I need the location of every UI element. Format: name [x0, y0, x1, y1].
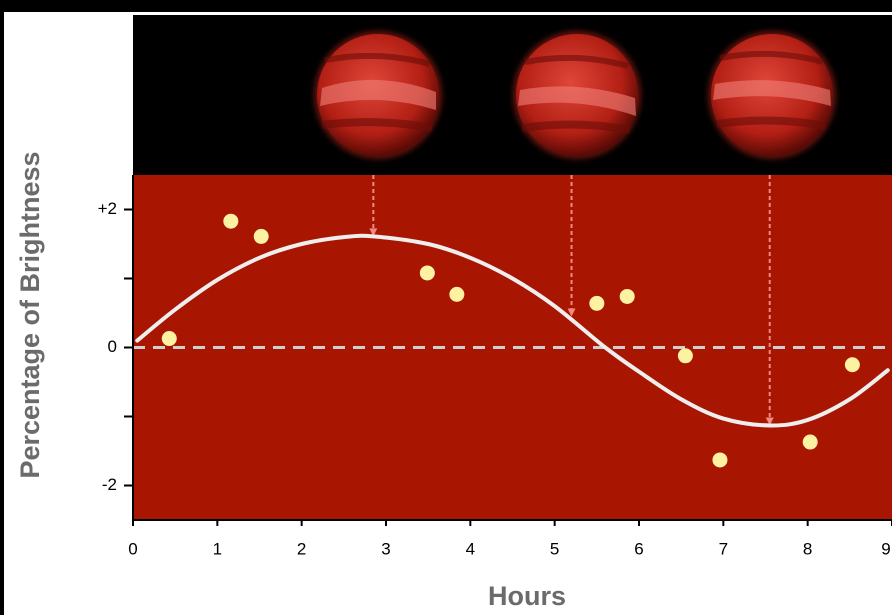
planet — [708, 31, 836, 159]
data-point — [223, 214, 238, 229]
page: {"chart_data": { "type": "scatter", "xla… — [0, 0, 892, 615]
data-point — [449, 287, 464, 302]
data-point — [712, 452, 727, 467]
x-tick-label: 3 — [381, 539, 390, 558]
x-tick-label: 4 — [466, 539, 475, 558]
data-point — [589, 296, 604, 311]
x-tick-label: 5 — [550, 539, 559, 558]
x-tick-label: 0 — [128, 539, 137, 558]
planet — [314, 31, 442, 159]
x-axis-title: Hours — [488, 581, 566, 611]
y-tick-label: 0 — [108, 337, 117, 356]
x-tick-label: 8 — [803, 539, 812, 558]
data-point — [845, 357, 860, 372]
y-tick-label: +2 — [98, 199, 117, 218]
planet — [513, 31, 641, 159]
data-point — [620, 289, 635, 304]
x-tick-label: 9 — [881, 539, 890, 558]
data-point — [162, 331, 177, 346]
y-axis-title: Percentage of Brightness — [15, 151, 45, 478]
x-tick-label: 7 — [719, 539, 728, 558]
data-point — [420, 265, 435, 280]
data-point — [254, 229, 269, 244]
frame-left — [0, 0, 4, 615]
data-point — [803, 435, 818, 450]
chart: Hours Percentage of Brightness 0 1 2 3 4 5 6 7 8… — [0, 0, 892, 615]
x-tick-label: 1 — [213, 539, 222, 558]
data-point — [678, 348, 693, 363]
y-tick-label: -2 — [102, 475, 117, 494]
x-tick-label: 2 — [297, 539, 306, 558]
frame-top — [0, 0, 892, 12]
x-tick-label: 6 — [634, 539, 643, 558]
